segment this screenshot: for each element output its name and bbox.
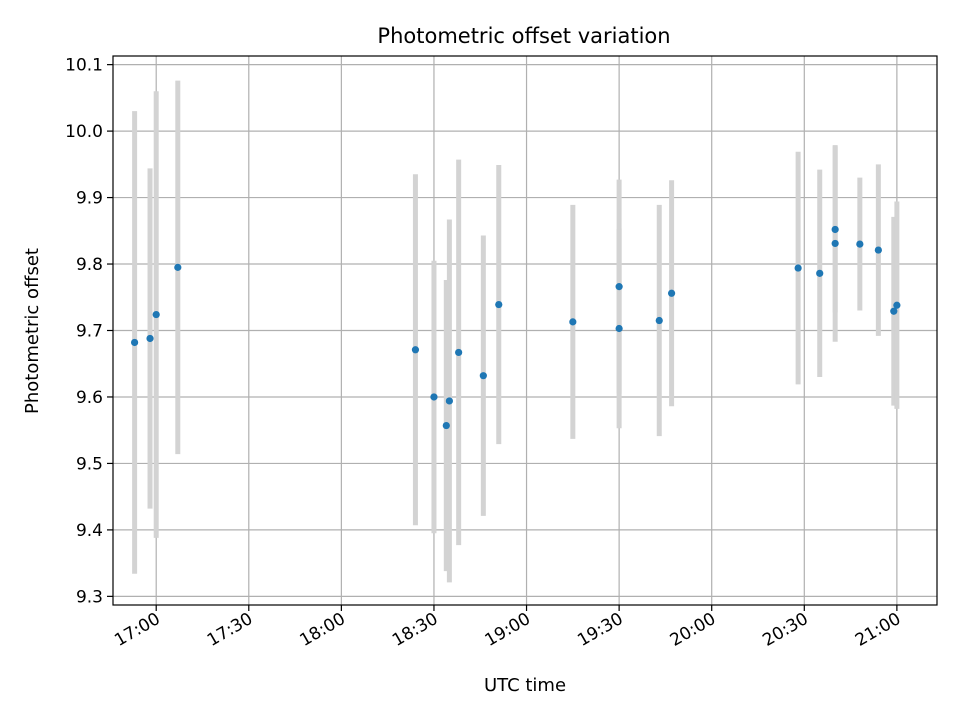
x-tick-label: 20:00 [667, 609, 719, 651]
data-point [667, 289, 676, 297]
y-tick-label: 9.5 [76, 454, 103, 474]
data-point [411, 346, 420, 354]
y-axis: 9.3 9.4 9.5 9.6 9.7 9.8 9.9 10.0 10.1 [65, 56, 113, 607]
x-tick-label: 20:30 [759, 609, 811, 651]
data-point [455, 348, 463, 357]
data-point [495, 300, 503, 309]
data-point [152, 310, 160, 319]
y-tick-label: 9.7 [76, 322, 103, 342]
y-tick-label: 9.8 [76, 255, 103, 275]
data-point [856, 240, 864, 248]
x-tick-label: 17:30 [204, 609, 256, 651]
data-point [146, 334, 154, 343]
data-point [442, 421, 450, 430]
chart-title: Photometric offset variation [377, 24, 670, 48]
x-tick-label: 18:30 [389, 609, 441, 651]
data-point [174, 263, 182, 271]
x-tick-label: 21:00 [852, 609, 904, 651]
y-tick-label: 9.4 [76, 521, 103, 541]
data-point [655, 316, 663, 325]
data-point [890, 307, 898, 315]
y-tick-label: 9.9 [76, 189, 103, 209]
data-point [893, 301, 901, 309]
data-point [615, 324, 623, 333]
data-point [794, 264, 802, 272]
y-tick-label: 10.1 [65, 56, 103, 76]
x-tick-label: 18:00 [296, 609, 348, 651]
data-point [569, 318, 577, 326]
y-tick-label: 10.0 [65, 122, 103, 142]
x-tick-label: 19:30 [574, 609, 626, 651]
grid [113, 56, 937, 605]
data-point [430, 393, 438, 401]
data-point [831, 239, 839, 248]
data-points [131, 225, 901, 430]
x-tick-label: 17:00 [111, 609, 163, 651]
data-point [816, 269, 824, 277]
data-point [831, 225, 839, 234]
y-tick-label: 9.6 [76, 388, 103, 408]
data-point [131, 338, 139, 347]
x-axis: 17:00 17:30 18:00 18:30 19:00 19:30 20:00 20:30… [111, 605, 904, 651]
data-point [445, 397, 453, 405]
data-point [479, 372, 487, 380]
x-axis-label: UTC time [484, 675, 566, 696]
y-axis-label: Photometric offset [22, 248, 43, 414]
data-point [874, 246, 882, 254]
data-point [615, 283, 623, 291]
x-tick-label: 19:00 [482, 609, 534, 651]
y-tick-label: 9.3 [76, 587, 103, 607]
